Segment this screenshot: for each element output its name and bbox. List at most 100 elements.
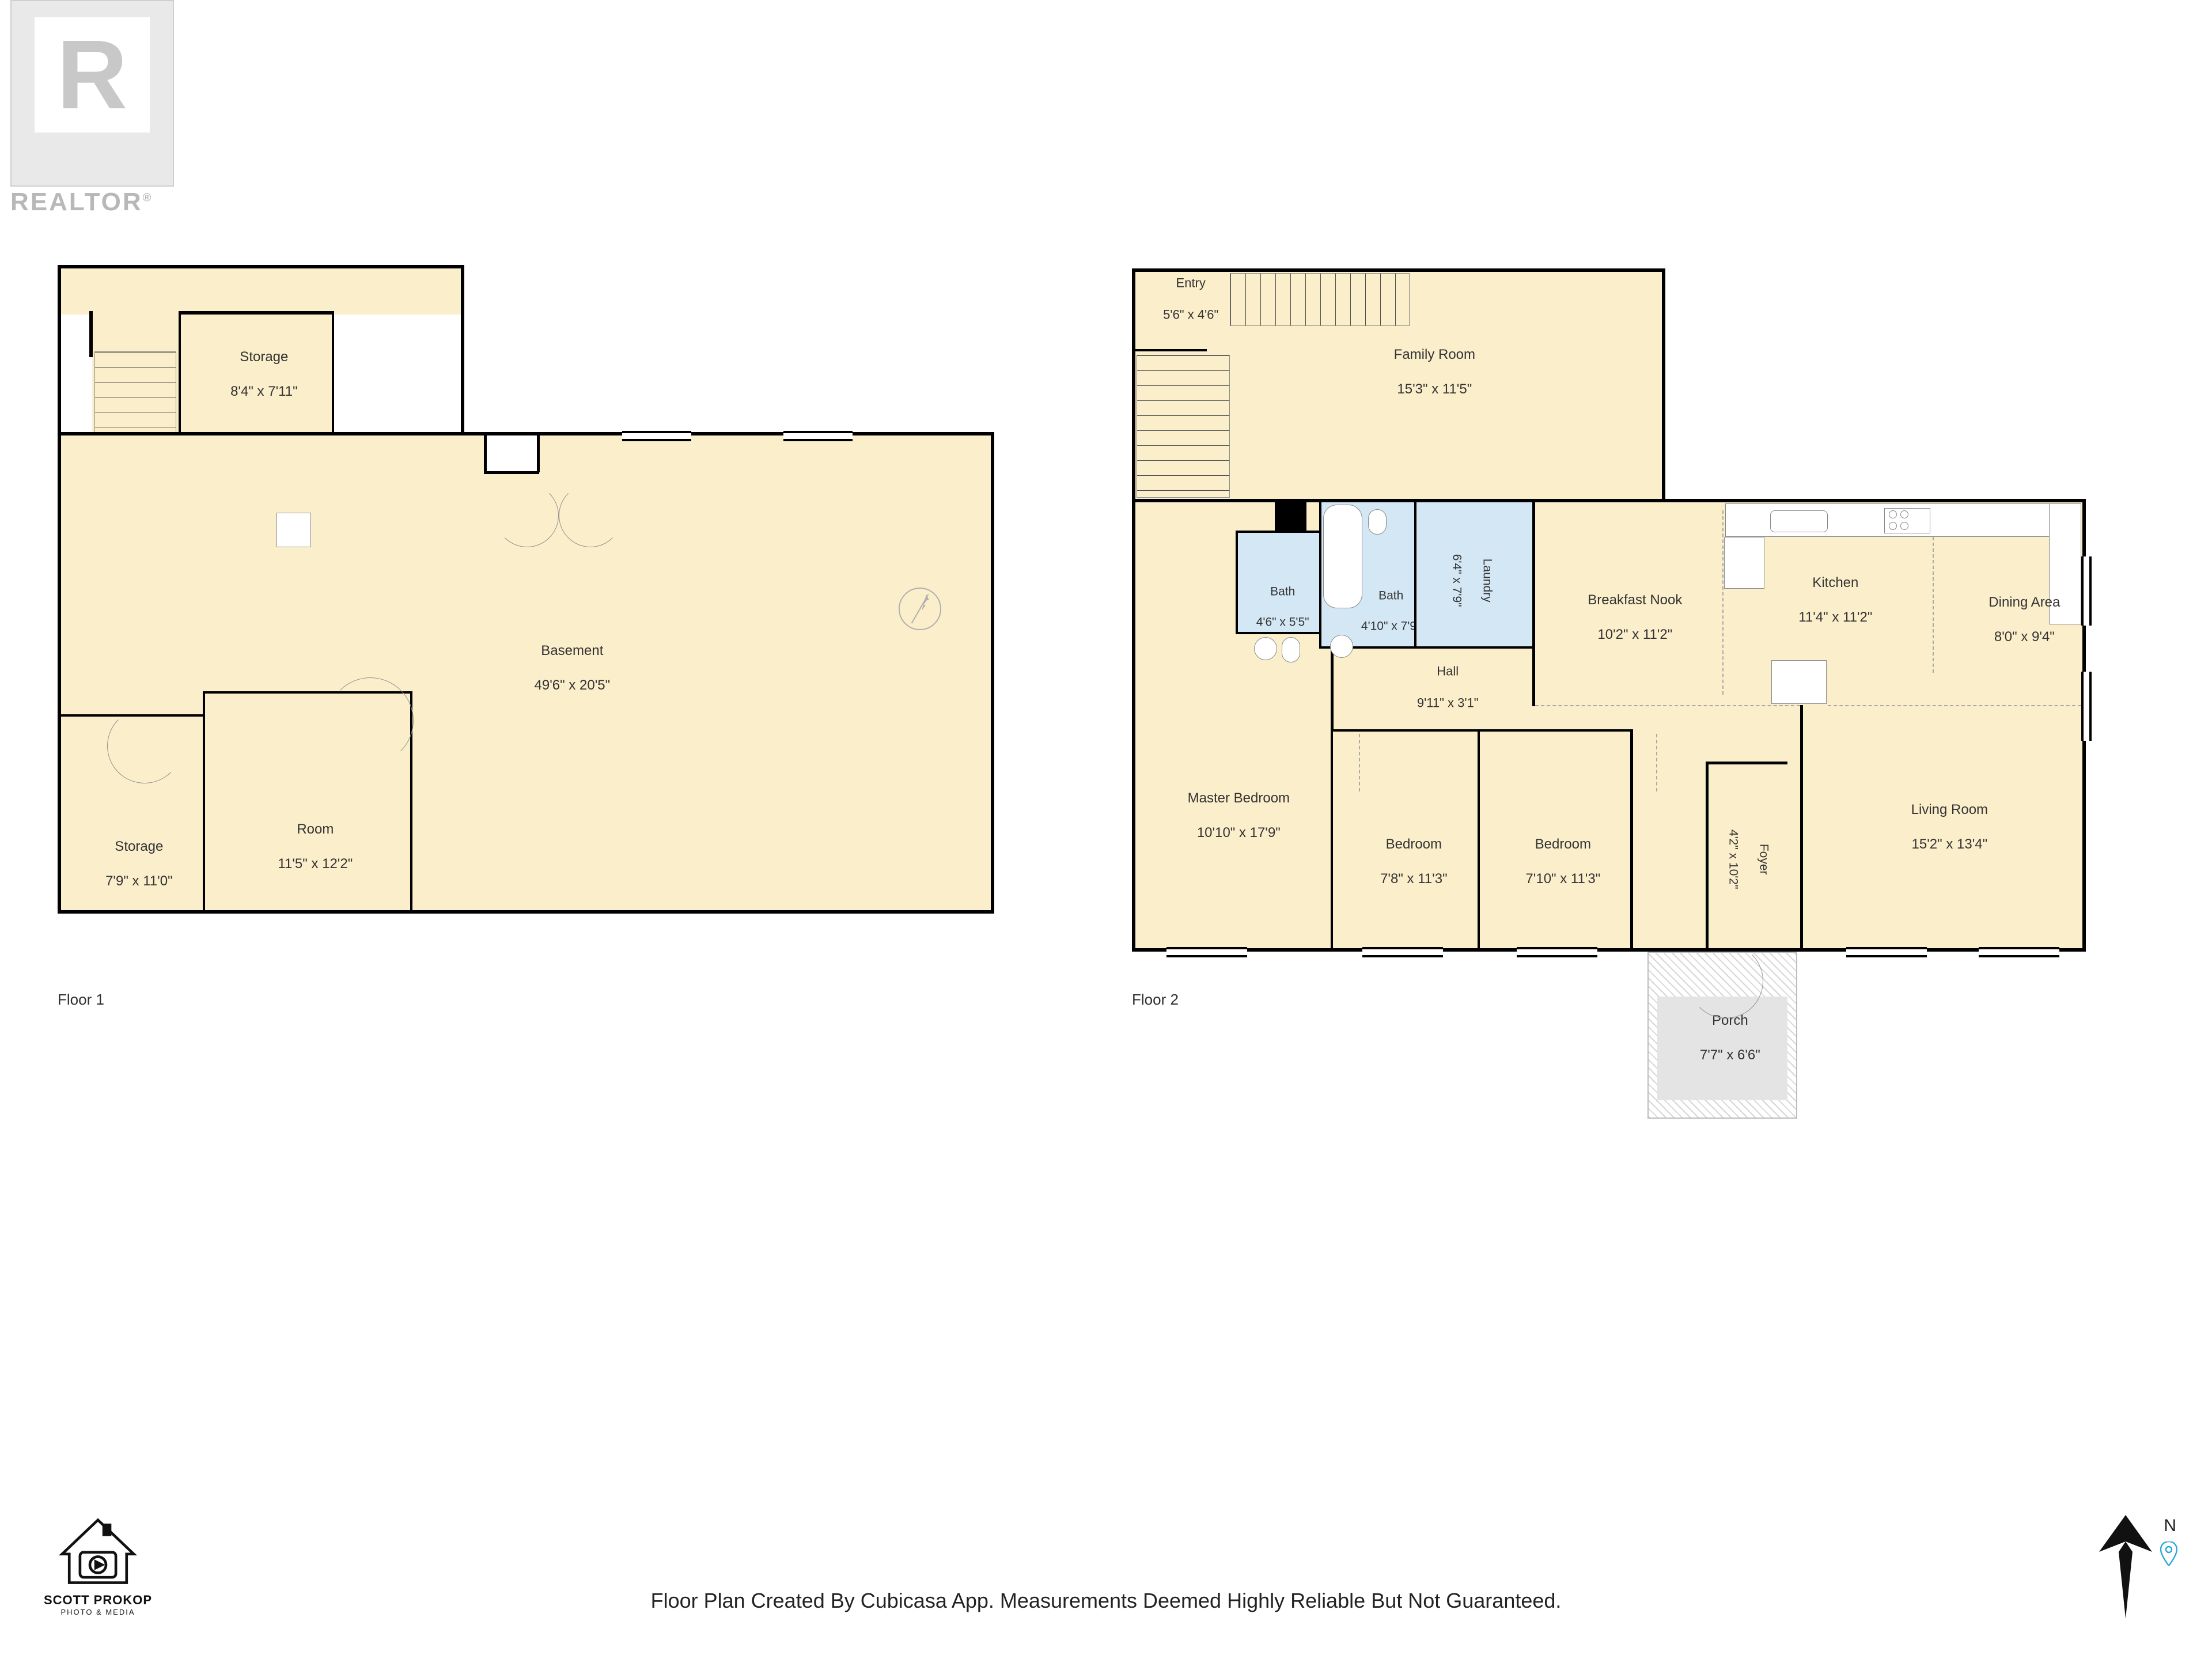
f1-notch1-r bbox=[537, 432, 540, 472]
f2-breakfast-name: Breakfast Nook bbox=[1588, 592, 1682, 608]
f2-island bbox=[1771, 660, 1827, 704]
f2-fridge bbox=[1724, 537, 1764, 589]
no-power-icon bbox=[899, 588, 941, 630]
f2-bedroom2-dims: 7'10" x 11'3" bbox=[1525, 871, 1600, 887]
f2-porch-dims: 7'7" x 6'6" bbox=[1700, 1047, 1760, 1063]
f2-dash-bknook-bottom bbox=[1535, 705, 1800, 706]
f2-breakfast-label: Breakfast Nook 10'2" x 11'2" bbox=[1573, 574, 1683, 661]
f2-burner3 bbox=[1889, 522, 1897, 530]
f2-burner4 bbox=[1900, 522, 1908, 530]
realtor-text-label: REALTOR bbox=[10, 188, 143, 216]
f2-win-b3 bbox=[1517, 947, 1597, 957]
f1-basement-dims: 49'6" x 20'5" bbox=[535, 677, 611, 693]
f2-entry-label: Entry 5'6" x 4'6" bbox=[1149, 259, 1219, 338]
realtor-reg: ® bbox=[143, 191, 153, 204]
f1-notch1-fill bbox=[487, 435, 537, 471]
f2-breakfast-dims: 10'2" x 11'2" bbox=[1597, 627, 1672, 642]
f2-bath1-sink bbox=[1254, 637, 1277, 660]
f2-foyer-top bbox=[1706, 762, 1787, 764]
f1-room-name: Room bbox=[297, 821, 334, 837]
f2-foyer-left bbox=[1706, 762, 1709, 949]
f2-corridor-left bbox=[1630, 729, 1633, 950]
f2-closet-dash1 bbox=[1359, 734, 1360, 791]
f2-bath2-dims: 4'10" x 7'9" bbox=[1361, 619, 1421, 632]
f1-room-door bbox=[327, 677, 414, 764]
photographer-tagline: PHOTO & MEDIA bbox=[40, 1608, 156, 1616]
f1-storage1-label: Storage 8'4" x 7'11" bbox=[215, 331, 297, 418]
floor1-area: Storage 8'4" x 7'11" Basement 49'6" x 20… bbox=[58, 265, 1002, 933]
f2-living-label: Living Room 15'2" x 13'4" bbox=[1896, 784, 1988, 870]
f2-entry-dims: 5'6" x 4'6" bbox=[1163, 307, 1218, 321]
f2-family-dims: 15'3" x 11'5" bbox=[1397, 381, 1472, 397]
floor2-area: Entry 5'6" x 4'6" Family Room 15'3" x 11… bbox=[1132, 268, 2111, 1132]
f1-wall-left-upper2 bbox=[89, 311, 93, 357]
f2-stairs bbox=[1137, 355, 1230, 498]
f2-laundry-name: Laundry bbox=[1480, 559, 1494, 603]
f2-bath1-toilet bbox=[1282, 637, 1300, 662]
f2-master-label: Master Bedroom 10'10" x 17'9" bbox=[1172, 772, 1290, 859]
f2-living-name: Living Room bbox=[1911, 802, 1988, 817]
f2-bedroom2-name: Bedroom bbox=[1535, 836, 1591, 852]
f2-bedroom1-dims: 7'8" x 11'3" bbox=[1380, 871, 1448, 887]
photographer-logo: SCOTT PROKOP PHOTO & MEDIA bbox=[40, 1509, 156, 1624]
floor2-title: Floor 2 bbox=[1132, 991, 1179, 1009]
f2-bath2-toilet bbox=[1368, 509, 1387, 535]
f2-bath1-name: Bath bbox=[1270, 585, 1295, 599]
f2-kitchen-name: Kitchen bbox=[1812, 575, 1858, 590]
f1-storage1-dims: 8'4" x 7'11" bbox=[230, 384, 298, 399]
f2-dining-label: Dining Area 8'0" x 9'4" bbox=[1974, 577, 2061, 663]
f2-laundry-label: Laundry 6'4" x 7'9" bbox=[1434, 540, 1509, 607]
f2-family-name: Family Room bbox=[1394, 347, 1475, 362]
realtor-r: R bbox=[57, 18, 128, 131]
realtor-r-box: R bbox=[35, 17, 150, 132]
f1-storage2-door bbox=[107, 709, 182, 783]
realtor-logo: R bbox=[10, 0, 174, 187]
f2-bedroom1-label: Bedroom 7'8" x 11'3" bbox=[1365, 819, 1447, 905]
f2-win-b2 bbox=[1362, 947, 1443, 957]
f1-window2 bbox=[783, 431, 853, 441]
f2-entry-name: Entry bbox=[1176, 275, 1206, 290]
f2-foyer-label: Foyer 4'2" x 10'2" bbox=[1710, 816, 1786, 889]
f2-dash-kit-din bbox=[1933, 537, 1934, 673]
f2-win-b1 bbox=[1166, 947, 1247, 957]
house-camera-icon bbox=[52, 1509, 144, 1590]
f2-kitchen-dims: 11'4" x 11'2" bbox=[1798, 609, 1872, 625]
footer-text: Floor Plan Created By Cubicasa App. Meas… bbox=[651, 1589, 1562, 1613]
f1-wall-left-upper bbox=[58, 311, 61, 435]
f1-storage2-dims: 7'9" x 11'0" bbox=[105, 873, 173, 889]
compass: N bbox=[2091, 1509, 2160, 1624]
f2-win-r2 bbox=[2081, 672, 2092, 741]
f2-bath1-dims: 4'6" x 5'5" bbox=[1256, 615, 1309, 628]
compass-pin-icon bbox=[2160, 1541, 2177, 1569]
f1-wall-right-upper bbox=[461, 265, 464, 435]
f1-room-label: Room 11'5" x 12'2" bbox=[263, 804, 353, 890]
f1-room-dims: 11'5" x 12'2" bbox=[278, 856, 353, 872]
f2-dining-name: Dining Area bbox=[1988, 594, 2060, 610]
f1-basement-name: Basement bbox=[541, 643, 603, 658]
f2-sink bbox=[1770, 510, 1828, 532]
f2-win-r1 bbox=[2081, 556, 2092, 626]
f2-laundry-dims: 6'4" x 7'9" bbox=[1450, 554, 1464, 607]
f2-stairs-top bbox=[1230, 273, 1410, 326]
f1-storage2-name: Storage bbox=[115, 839, 163, 854]
realtor-text: REALTOR® bbox=[10, 188, 153, 217]
f1-basement-label: Basement 49'6" x 20'5" bbox=[519, 625, 610, 711]
f2-bath2-label: Bath 4'10" x 7'9" bbox=[1348, 573, 1421, 649]
f1-door-arc2 bbox=[559, 484, 622, 547]
f2-hall-dims: 9'11" x 3'1" bbox=[1417, 695, 1479, 710]
f1-square-fixture bbox=[276, 513, 311, 547]
f1-upperstrip bbox=[58, 265, 464, 315]
f2-living-dims: 15'2" x 13'4" bbox=[1912, 836, 1988, 852]
f2-foyer-name: Foyer bbox=[1757, 844, 1770, 875]
f2-pillar bbox=[1275, 499, 1306, 531]
f2-bedroom1-name: Bedroom bbox=[1386, 836, 1442, 852]
f2-dash-din-liv bbox=[1828, 705, 2081, 706]
f2-burner2 bbox=[1900, 510, 1908, 518]
compass-arrow-icon bbox=[2091, 1509, 2160, 1624]
f2-win-b5 bbox=[1979, 947, 2059, 957]
f2-win-b4 bbox=[1846, 947, 1927, 957]
f2-bath2-name: Bath bbox=[1378, 589, 1403, 603]
f2-entry-bottom bbox=[1132, 349, 1207, 351]
f1-notch1-b bbox=[484, 471, 539, 474]
f1-storage2-label: Storage 7'9" x 11'0" bbox=[90, 821, 172, 907]
